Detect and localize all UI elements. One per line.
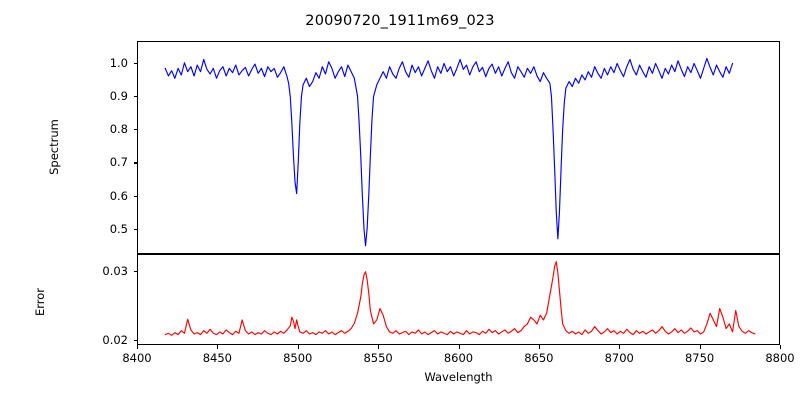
spectrum-y-tick-mark-3 <box>133 129 137 131</box>
spectrum-line <box>164 57 734 247</box>
error-y-tick-mark-1 <box>133 271 137 273</box>
spectrum-panel <box>137 41 780 254</box>
spectrum-y-tick-2: 0.7 <box>109 155 128 170</box>
x-tick-mark-4 <box>458 345 460 349</box>
x-tick-2: 8500 <box>283 351 313 365</box>
spectrum-y-tick-0: 0.5 <box>109 222 128 237</box>
spectrum-y-tick-mark-2 <box>133 162 137 164</box>
x-tick-mark-8 <box>780 345 782 349</box>
spectrum-y-tick-5: 1.0 <box>109 55 128 70</box>
spectrum-y-tick-1: 0.6 <box>109 188 128 203</box>
x-tick-1: 8450 <box>202 351 233 365</box>
x-tick-6: 8700 <box>604 351 634 365</box>
x-tick-mark-0 <box>137 345 139 349</box>
spectrum-y-tick-mark-5 <box>133 62 137 64</box>
error-plot-area <box>164 261 756 336</box>
spectrum-y-axis-label: Spectrum <box>47 119 61 175</box>
error-y-tick-0: 0.02 <box>102 332 128 347</box>
spectrum-y-tick-4: 0.9 <box>109 88 128 103</box>
x-tick-4: 8600 <box>443 351 474 365</box>
x-tick-mark-2 <box>297 345 299 349</box>
x-tick-mark-6 <box>619 345 621 349</box>
error-y-tick-1: 0.03 <box>102 264 128 279</box>
x-tick-mark-3 <box>378 345 380 349</box>
x-tick-mark-5 <box>538 345 540 349</box>
x-axis-label: Wavelength <box>424 370 493 384</box>
error-y-axis-label: Error <box>33 287 47 317</box>
x-tick-5: 8650 <box>524 351 554 365</box>
x-tick-mark-7 <box>699 345 701 349</box>
x-tick-mark-1 <box>217 345 219 349</box>
error-panel <box>137 254 780 345</box>
error-line <box>164 261 756 336</box>
spectrum-plot-area <box>164 57 734 247</box>
spectrum-y-tick-mark-4 <box>133 95 137 97</box>
spectrum-y-tick-3: 0.8 <box>109 122 128 137</box>
spectrum-y-tick-mark-0 <box>133 229 137 231</box>
x-tick-0: 8400 <box>122 351 152 365</box>
error-y-tick-mark-0 <box>133 339 137 341</box>
x-tick-7: 8750 <box>684 351 715 365</box>
x-tick-8: 8800 <box>765 351 795 365</box>
x-tick-3: 8550 <box>363 351 393 365</box>
spectrum-y-tick-mark-1 <box>133 195 137 197</box>
figure-title: 20090720_1911m69_023 <box>305 13 495 29</box>
